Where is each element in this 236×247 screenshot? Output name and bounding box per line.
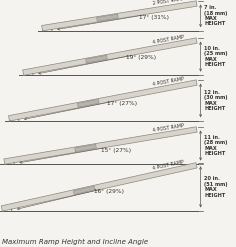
Text: 15° (27%): 15° (27%): [101, 147, 131, 153]
Text: 4 POST RAMP: 4 POST RAMP: [152, 76, 184, 87]
Polygon shape: [1, 163, 197, 211]
Text: 10 in.
(25 mm)
MAX
HEIGHT: 10 in. (25 mm) MAX HEIGHT: [204, 46, 228, 67]
Polygon shape: [8, 80, 197, 121]
Polygon shape: [42, 1, 197, 31]
Text: 2 POST RAMP: 2 POST RAMP: [152, 0, 184, 6]
Text: 20 in.
(51 mm)
MAX
HEIGHT: 20 in. (51 mm) MAX HEIGHT: [204, 176, 228, 198]
Polygon shape: [23, 38, 197, 75]
Text: 7 in.
(18 mm)
MAX
HEIGHT: 7 in. (18 mm) MAX HEIGHT: [204, 5, 228, 26]
Bar: [77, 99, 99, 107]
Text: 11 in.
(28 mm)
MAX
HEIGHT: 11 in. (28 mm) MAX HEIGHT: [204, 135, 228, 156]
Text: 17° (31%): 17° (31%): [139, 15, 169, 20]
Text: 16° (29%): 16° (29%): [94, 189, 124, 194]
Bar: [86, 55, 107, 63]
Text: 4 POST RAMP: 4 POST RAMP: [152, 34, 184, 44]
Bar: [97, 14, 118, 21]
Text: 19° (29%): 19° (29%): [126, 55, 157, 61]
Text: 17° (27%): 17° (27%): [107, 102, 137, 106]
Bar: [73, 186, 95, 195]
Bar: [75, 144, 96, 152]
Text: 4 POST RAMP: 4 POST RAMP: [152, 123, 184, 133]
Text: Maximum Ramp Height and Incline Angle: Maximum Ramp Height and Incline Angle: [2, 238, 148, 245]
Text: 4 POST RAMP: 4 POST RAMP: [152, 159, 184, 171]
Polygon shape: [4, 127, 197, 164]
Text: 12 in.
(30 mm)
MAX
HEIGHT: 12 in. (30 mm) MAX HEIGHT: [204, 90, 228, 111]
